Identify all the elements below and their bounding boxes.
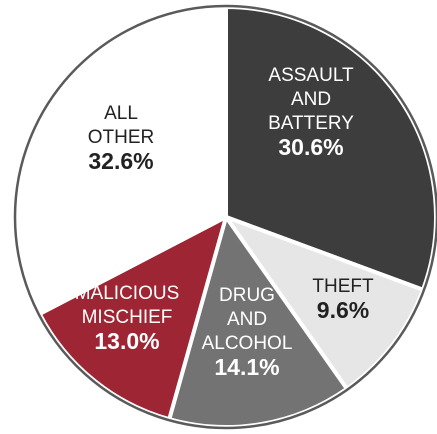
slice-name-line: DRUG (219, 285, 275, 306)
slice-percent-label: 9.6% (317, 297, 369, 323)
slice-percent-label: 13.0% (94, 328, 159, 354)
slice-name-line: MALICIOUS (75, 283, 180, 304)
pie-slices (13, 4, 437, 430)
slice-name-line: OTHER (88, 127, 155, 148)
slice-name-line: ALCOHOL (202, 333, 293, 354)
slice-percent-label: 30.6% (278, 134, 343, 160)
slice-name-line: ASSAULT (268, 65, 354, 86)
slice-name-line: BATTERY (268, 113, 354, 134)
slice-name-line: THEFT (312, 276, 374, 297)
slice-name-line: AND (291, 89, 331, 110)
slice-name-line: AND (227, 309, 267, 330)
slice-percent-label: 32.6% (88, 148, 153, 174)
slice-percent-label: 14.1% (214, 354, 279, 380)
pie-outline (13, 4, 437, 430)
slice-name-line: ALL (104, 103, 138, 124)
slice-name-line: MISCHIEF (82, 307, 173, 328)
